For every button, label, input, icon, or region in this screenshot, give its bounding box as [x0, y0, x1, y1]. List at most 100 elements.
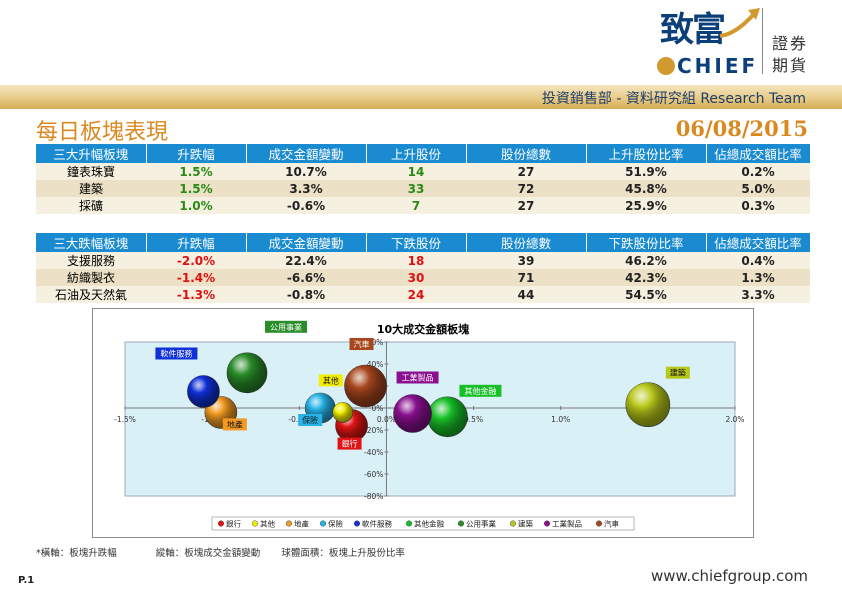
- legend-label: 銀行: [226, 519, 241, 529]
- table-row: 支援服務 -2.0% 22.4% 18 39 46.2% 0.4%: [36, 252, 810, 269]
- falling-count: 18: [366, 252, 466, 269]
- rising-count: 33: [366, 180, 466, 197]
- turnover-change: 3.3%: [246, 180, 366, 197]
- legend-marker: [319, 520, 326, 527]
- bubble-label: 保險: [302, 415, 318, 425]
- bubble-label-bg: [459, 384, 502, 397]
- column-header: 上升股份: [366, 144, 467, 163]
- report-title: 每日板塊表現: [36, 120, 169, 145]
- turnover-share: 1.3%: [706, 269, 810, 286]
- chief-logo: 致富 CHIEF 證券 期貨: [652, 2, 832, 80]
- column-header: 升跌幅: [146, 233, 247, 252]
- table-row: 採礦 1.0% -0.6% 7 27 25.9% 0.3%: [36, 197, 810, 214]
- y-tick-label: 40%: [367, 360, 384, 369]
- turnover-share: 0.2%: [706, 163, 810, 180]
- bubble-label: 公用事業: [270, 322, 302, 332]
- column-header: 成交金額變動: [246, 233, 367, 252]
- legend-marker: [406, 520, 413, 527]
- table-row: 建築 1.5% 3.3% 33 72 45.8% 5.0%: [36, 180, 810, 197]
- bubble-label: 其他金融: [464, 386, 496, 396]
- total-stocks: 39: [466, 252, 586, 269]
- logo-securities: 證券: [772, 34, 809, 53]
- bubble-label-bg: [349, 338, 374, 350]
- logo-futures: 期貨: [772, 56, 809, 75]
- sector-name: 鐘表珠寶: [36, 163, 146, 180]
- sector-change: -1.3%: [146, 286, 246, 303]
- bubble-label: 軟件服務: [160, 349, 192, 359]
- column-header: 股份總數: [466, 144, 587, 163]
- bubble-label-bg: [298, 414, 323, 426]
- legend-label: 汽車: [604, 519, 619, 529]
- column-header: 三大跌幅板塊: [36, 233, 147, 252]
- column-header: 三大升幅板塊: [36, 144, 147, 163]
- table-header-row: 三大升幅板塊 升跌幅 成交金額變動 上升股份 股份總數 上升股份比率 佔總成交額…: [36, 144, 811, 163]
- y-tick-label: -20%: [364, 426, 383, 435]
- website-link[interactable]: www.chiefgroup.com: [651, 567, 808, 585]
- legend-marker: [510, 520, 517, 527]
- page-number: P.1: [18, 575, 35, 586]
- header-gold-band: [0, 85, 842, 109]
- legend-label: 其他金融: [414, 519, 444, 529]
- sector-change: -2.0%: [146, 252, 246, 269]
- logo-divider: [762, 8, 763, 74]
- turnover-share: 5.0%: [706, 180, 810, 197]
- bubble-shading-9: [344, 365, 387, 407]
- bubble-label-bg: [265, 320, 307, 333]
- rising-count: 7: [366, 197, 466, 214]
- footnote-bubble: 球體面積：板塊上升股份比率: [281, 548, 405, 559]
- footnote-x-axis: *橫軸：板塊升跌幅: [36, 548, 117, 559]
- bubble-label-bg: [155, 347, 198, 360]
- sector-change: 1.0%: [146, 197, 246, 214]
- y-tick-label: 60%: [367, 338, 384, 347]
- bubble-label: 銀行: [342, 439, 358, 449]
- turnover-change: 10.7%: [246, 163, 366, 180]
- rising-ratio: 25.9%: [586, 197, 706, 214]
- sector-name: 建築: [36, 180, 146, 197]
- legend-marker: [354, 520, 361, 527]
- logo-chinese-name: 致富: [660, 10, 726, 50]
- column-header: 佔總成交額比率: [706, 233, 811, 252]
- falling-count: 24: [366, 286, 466, 303]
- rising-ratio: 51.9%: [586, 163, 706, 180]
- rising-ratio: 45.8%: [586, 180, 706, 197]
- total-stocks: 27: [466, 197, 586, 214]
- total-stocks: 71: [466, 269, 586, 286]
- bubble-label-bg: [318, 374, 343, 387]
- bubble-label: 工業製品: [402, 373, 434, 383]
- bubble-label-bg: [396, 371, 439, 384]
- y-tick-label: 0%: [372, 404, 384, 413]
- column-header: 成交金額變動: [246, 144, 367, 163]
- legend-marker: [285, 520, 292, 527]
- bubble-label: 建築: [670, 368, 686, 378]
- x-tick-label: -1.5%: [114, 415, 136, 424]
- turnover-change: -0.8%: [246, 286, 366, 303]
- x-tick-label: 0.0%: [377, 415, 396, 424]
- sector-change: 1.5%: [146, 163, 246, 180]
- turnover-change: -0.6%: [246, 197, 366, 214]
- bubble-label: 汽車: [354, 339, 370, 349]
- top-gainers-table: 三大升幅板塊 升跌幅 成交金額變動 上升股份 股份總數 上升股份比率 佔總成交額…: [36, 144, 811, 214]
- legend-label: 軟件服務: [362, 519, 392, 529]
- sector-name: 採礦: [36, 197, 146, 214]
- bubble-label-bg: [665, 366, 690, 379]
- turnover-change: -6.6%: [246, 269, 366, 286]
- falling-ratio: 42.3%: [586, 269, 706, 286]
- total-stocks: 27: [466, 163, 586, 180]
- column-header: 上升股份比率: [586, 144, 707, 163]
- legend-marker: [217, 520, 224, 527]
- legend-label: 地產: [294, 519, 309, 529]
- legend-marker: [544, 520, 551, 527]
- turnover-share: 3.3%: [706, 286, 810, 303]
- column-header: 下跌股份: [366, 233, 467, 252]
- y-tick-label: -40%: [364, 448, 383, 457]
- sector-change: -1.4%: [146, 269, 246, 286]
- sector-change: 1.5%: [146, 180, 246, 197]
- legend-label: 保險: [328, 519, 343, 529]
- footnote-y-axis: 縱軸：板塊成交金額變動: [155, 548, 261, 559]
- legend-label: 工業製品: [552, 519, 582, 529]
- chart-title: 10大成交金額板塊: [376, 323, 470, 336]
- bubble-shading-5: [427, 396, 468, 437]
- bubble-shading-6: [227, 352, 267, 393]
- turnover-change: 22.4%: [246, 252, 366, 269]
- sector-name: 紡織製衣: [36, 269, 146, 286]
